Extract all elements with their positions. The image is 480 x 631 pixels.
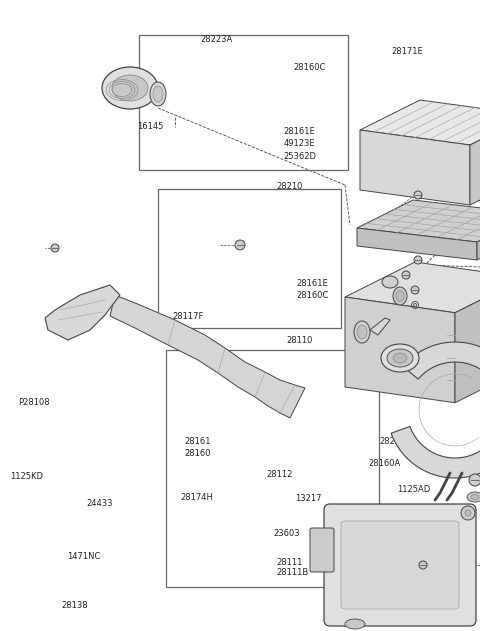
Circle shape bbox=[461, 506, 475, 520]
Text: 23603: 23603 bbox=[274, 529, 300, 538]
Polygon shape bbox=[345, 262, 480, 313]
Text: 16145: 16145 bbox=[137, 122, 163, 131]
Text: 28110: 28110 bbox=[287, 336, 313, 345]
Ellipse shape bbox=[150, 82, 166, 106]
Polygon shape bbox=[45, 285, 120, 340]
Circle shape bbox=[402, 271, 410, 279]
Text: 28111
28111B: 28111 28111B bbox=[276, 558, 308, 577]
Ellipse shape bbox=[382, 276, 398, 288]
Polygon shape bbox=[110, 295, 305, 418]
Text: 28161E: 28161E bbox=[283, 127, 315, 136]
Text: 28210: 28210 bbox=[276, 182, 302, 191]
Ellipse shape bbox=[357, 325, 367, 339]
Text: 28161E: 28161E bbox=[297, 280, 328, 288]
Polygon shape bbox=[391, 342, 480, 478]
Ellipse shape bbox=[387, 349, 413, 367]
Text: 28196: 28196 bbox=[135, 84, 162, 93]
Circle shape bbox=[414, 256, 422, 264]
Polygon shape bbox=[357, 200, 480, 242]
Text: P28108: P28108 bbox=[18, 398, 50, 407]
Circle shape bbox=[413, 304, 417, 307]
Polygon shape bbox=[357, 228, 477, 260]
FancyBboxPatch shape bbox=[341, 521, 459, 609]
Text: 28214A: 28214A bbox=[379, 437, 411, 446]
Text: 28160C: 28160C bbox=[294, 63, 326, 72]
Bar bbox=[139, 35, 348, 170]
Polygon shape bbox=[477, 214, 480, 260]
Ellipse shape bbox=[354, 321, 370, 343]
Text: 28112: 28112 bbox=[266, 470, 293, 479]
Text: 24433: 24433 bbox=[86, 499, 113, 508]
Text: 1125DA: 1125DA bbox=[397, 548, 431, 557]
Text: 49123E: 49123E bbox=[283, 139, 315, 148]
Bar bbox=[158, 189, 341, 328]
Ellipse shape bbox=[381, 344, 419, 372]
Text: 13217: 13217 bbox=[295, 494, 322, 503]
Text: 28171E: 28171E bbox=[392, 47, 423, 56]
Text: 28223A: 28223A bbox=[201, 35, 233, 44]
Ellipse shape bbox=[393, 353, 407, 363]
Circle shape bbox=[411, 286, 419, 294]
FancyBboxPatch shape bbox=[310, 528, 334, 572]
Polygon shape bbox=[455, 278, 480, 403]
Circle shape bbox=[235, 240, 245, 250]
Text: 28117F: 28117F bbox=[173, 312, 204, 321]
Ellipse shape bbox=[153, 86, 163, 102]
Ellipse shape bbox=[393, 287, 407, 305]
Ellipse shape bbox=[345, 619, 365, 629]
Circle shape bbox=[51, 244, 59, 252]
Circle shape bbox=[419, 561, 427, 569]
Text: 1471NC: 1471NC bbox=[67, 552, 101, 561]
Ellipse shape bbox=[471, 495, 479, 500]
Ellipse shape bbox=[102, 67, 158, 109]
Polygon shape bbox=[360, 100, 480, 145]
Text: 1125AD: 1125AD bbox=[397, 485, 431, 493]
Ellipse shape bbox=[112, 75, 148, 101]
Circle shape bbox=[465, 510, 471, 516]
Text: 28160C: 28160C bbox=[297, 291, 329, 300]
Text: 28160A: 28160A bbox=[369, 459, 401, 468]
Text: 1125KD: 1125KD bbox=[10, 472, 43, 481]
FancyBboxPatch shape bbox=[324, 504, 476, 626]
Bar bbox=[166, 350, 379, 587]
Polygon shape bbox=[370, 318, 390, 335]
Circle shape bbox=[414, 191, 422, 199]
Text: 28174H: 28174H bbox=[180, 493, 213, 502]
Circle shape bbox=[469, 474, 480, 486]
Ellipse shape bbox=[467, 492, 480, 502]
Text: 28160: 28160 bbox=[185, 449, 211, 457]
Text: 25362D: 25362D bbox=[283, 152, 316, 161]
Polygon shape bbox=[360, 130, 470, 205]
Polygon shape bbox=[470, 115, 480, 205]
Text: 28138: 28138 bbox=[61, 601, 88, 610]
Ellipse shape bbox=[396, 290, 404, 302]
Text: 28161: 28161 bbox=[185, 437, 211, 446]
Polygon shape bbox=[345, 297, 455, 403]
